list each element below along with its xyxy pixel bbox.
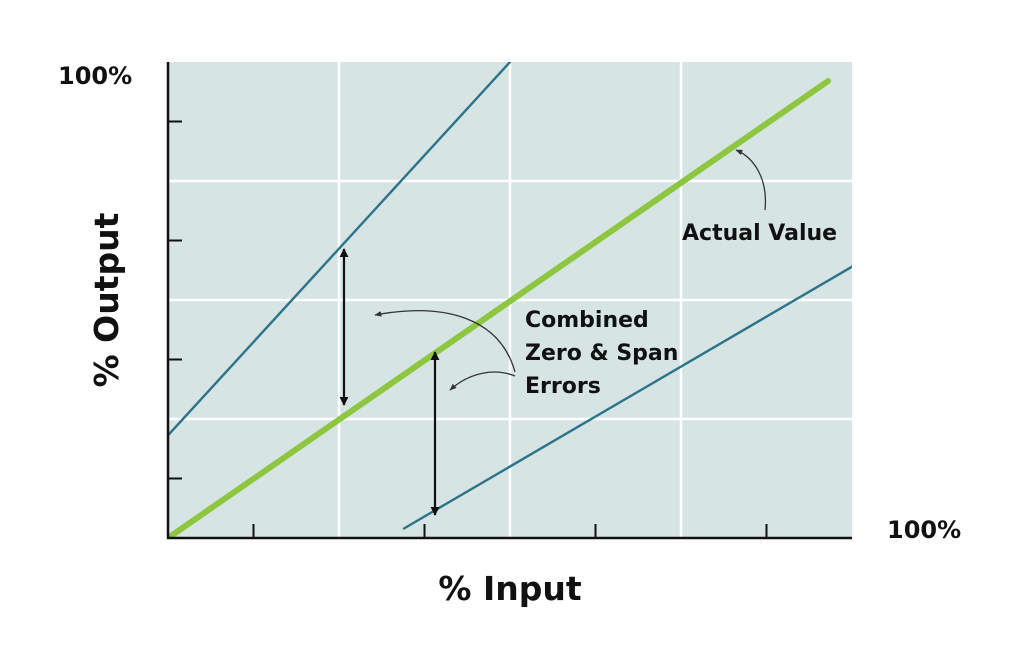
y-max-label: 100% — [58, 62, 132, 90]
annotation-errors-line-2: Zero & Span — [525, 341, 678, 366]
series-line-upper-error — [168, 62, 512, 438]
series-layer — [168, 62, 852, 538]
x-max-label: 100% — [887, 516, 961, 544]
pointer-errors-lower — [449, 371, 516, 391]
x-axis-title: % Input — [438, 569, 581, 608]
axis-ticks — [168, 120, 768, 538]
series-line-lower-error — [402, 265, 852, 530]
series-line-actual — [168, 78, 832, 538]
y-axis-title: % Output — [87, 212, 126, 387]
annotation-actual-value: Actual Value — [682, 221, 837, 246]
pointer-errors-upper — [374, 310, 516, 373]
pointer-actual-value — [735, 149, 767, 211]
annotation-errors-line-1: Combined — [525, 308, 649, 333]
annotation-errors-line-3: Errors — [525, 374, 601, 399]
